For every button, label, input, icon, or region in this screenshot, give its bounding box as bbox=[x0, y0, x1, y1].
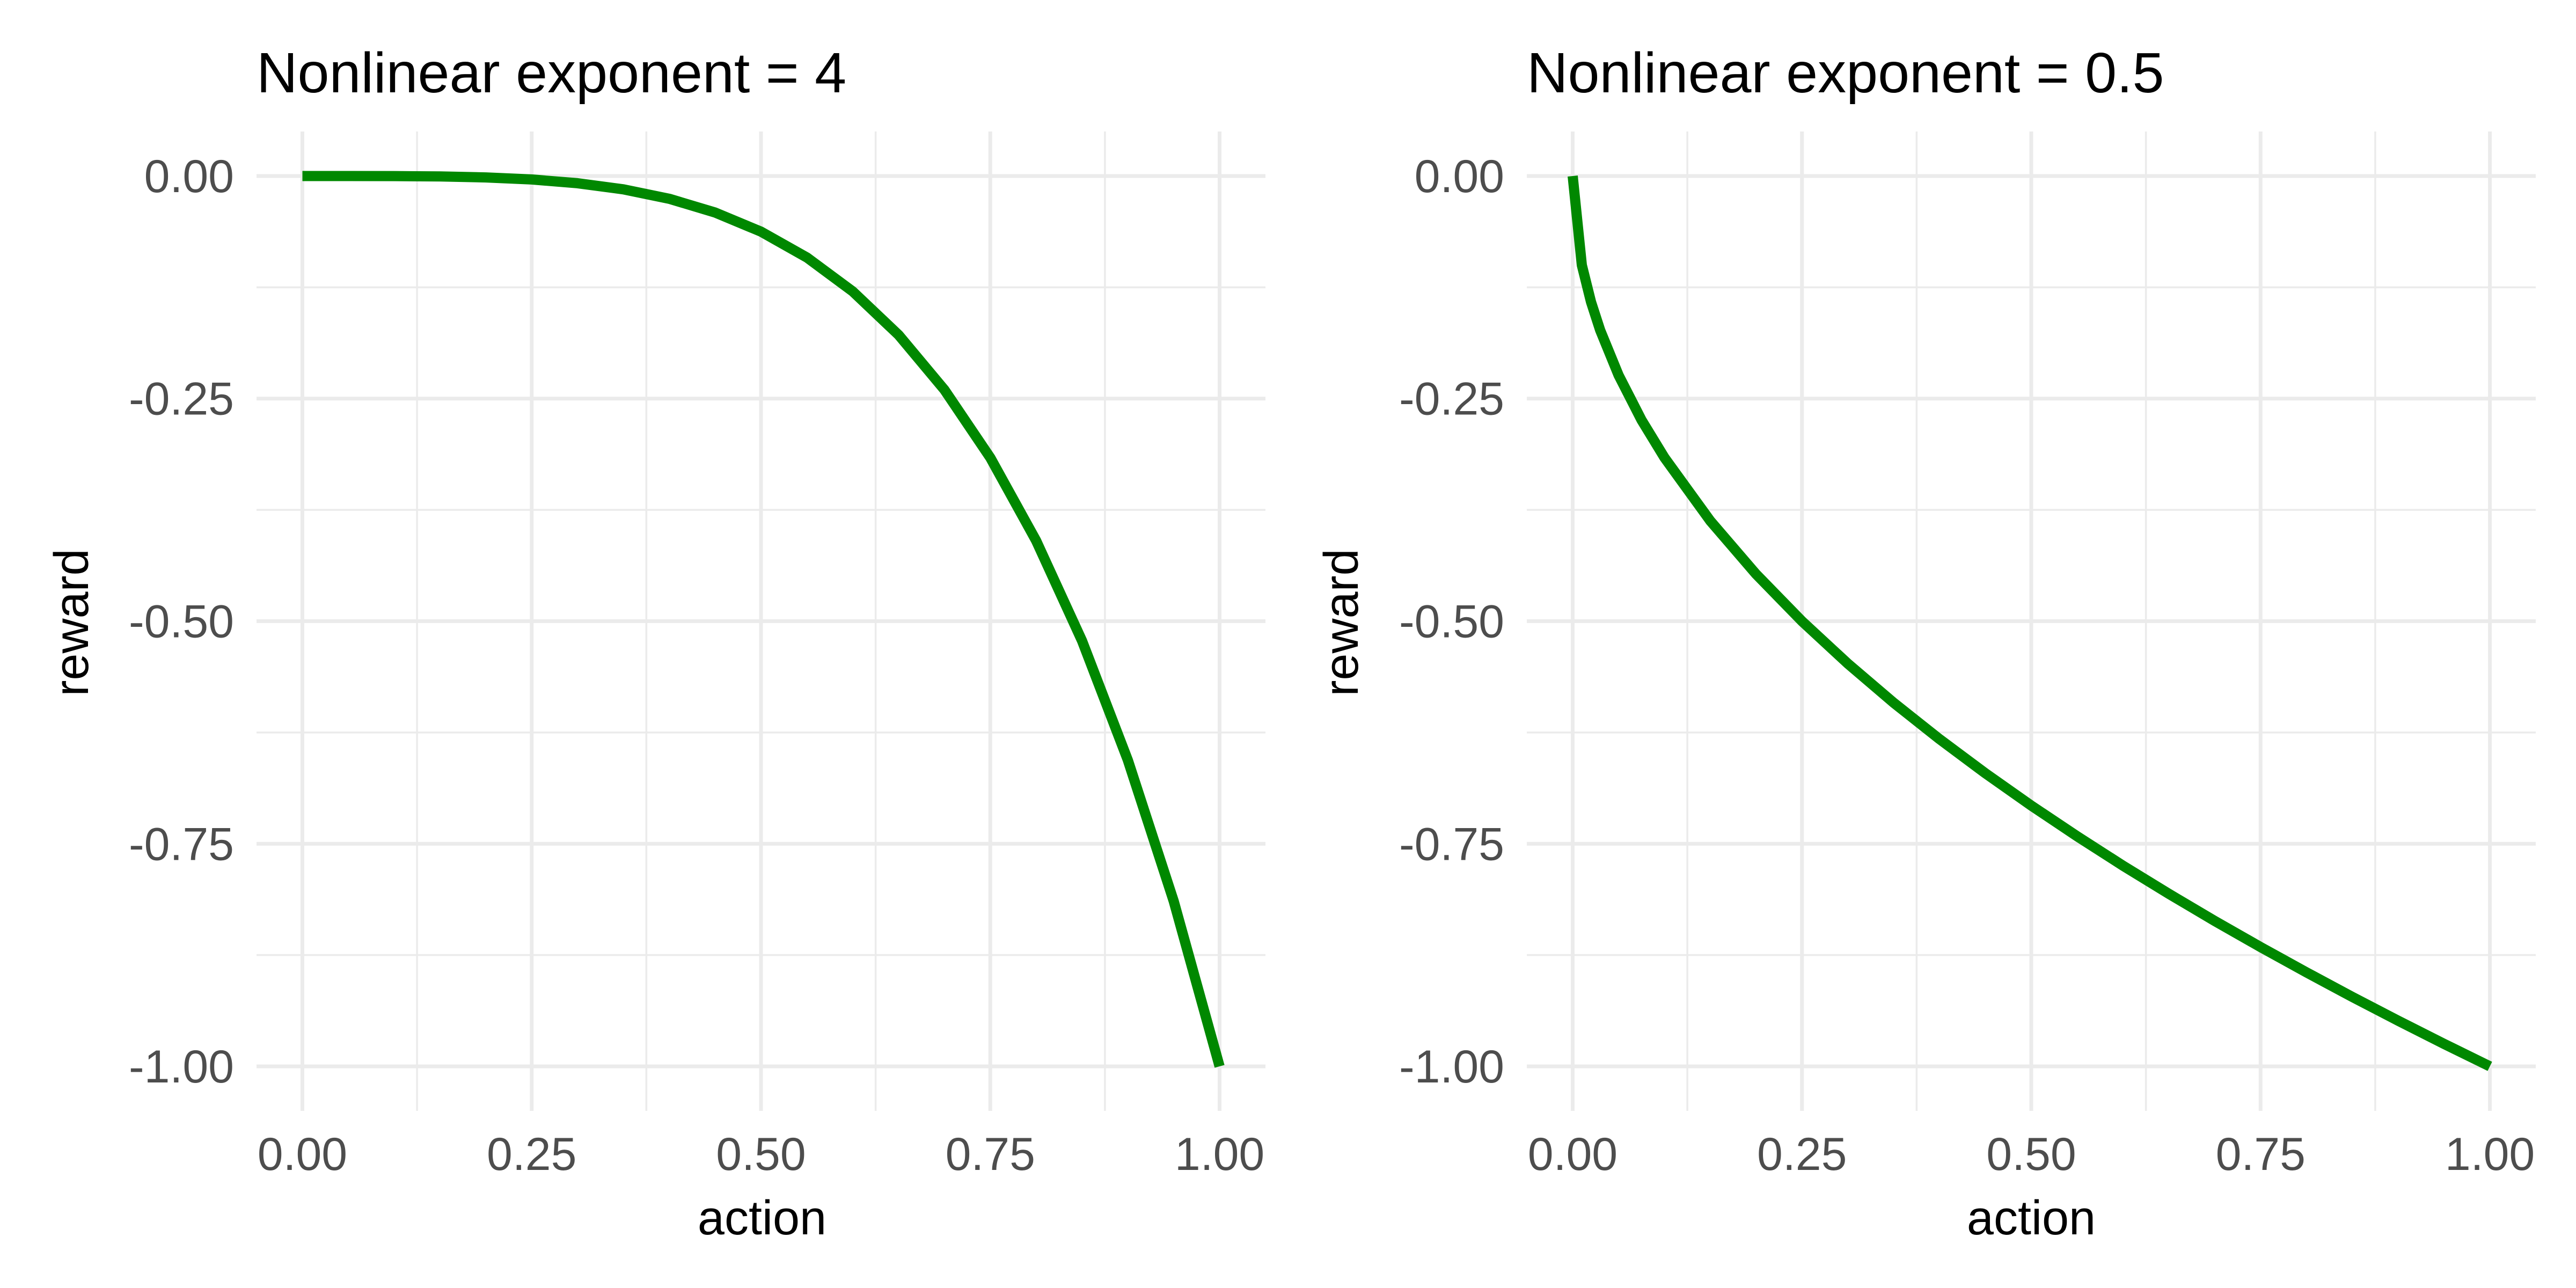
x-axis-title: action bbox=[698, 1191, 826, 1245]
y-tick-label: -0.75 bbox=[1399, 818, 1504, 870]
y-tick-label: -0.25 bbox=[1399, 374, 1504, 425]
series-line bbox=[302, 171, 1225, 1068]
x-tick-label: 1.00 bbox=[1175, 1129, 1264, 1180]
y-tick-labels: 0.00 -0.25 -0.50 -0.75 -1.00 bbox=[129, 151, 234, 1093]
series-line bbox=[1568, 175, 2492, 1071]
series-group bbox=[302, 171, 1225, 1068]
x-tick-label: 0.75 bbox=[2216, 1129, 2306, 1180]
series-group bbox=[1568, 175, 2492, 1071]
panel-exponent-0-5: Nonlinear exponent = 0.5 0.00 0.25 0.50 0.7… bbox=[1315, 41, 2536, 1245]
chart-title: Nonlinear exponent = 0.5 bbox=[1527, 41, 2164, 105]
x-tick-label: 0.00 bbox=[258, 1129, 347, 1180]
x-tick-label: 1.00 bbox=[2445, 1129, 2535, 1180]
y-tick-label: -0.75 bbox=[129, 818, 234, 870]
x-tick-labels: 0.00 0.25 0.50 0.75 1.00 bbox=[258, 1129, 1264, 1180]
panel-exponent-4: Nonlinear exponent = 4 0.00 0.25 0.50 0.75 1… bbox=[45, 41, 1265, 1245]
y-tick-label: -1.00 bbox=[1399, 1041, 1504, 1093]
y-axis-title: reward bbox=[1315, 548, 1368, 696]
x-tick-label: 0.50 bbox=[1986, 1129, 2076, 1180]
gridlines bbox=[1527, 131, 2536, 1111]
x-tick-label: 0.75 bbox=[946, 1129, 1035, 1180]
y-tick-label: 0.00 bbox=[144, 151, 234, 202]
y-tick-label: -0.50 bbox=[129, 596, 234, 648]
x-tick-label: 0.25 bbox=[1757, 1129, 1847, 1180]
y-tick-label: -0.50 bbox=[1399, 596, 1504, 648]
x-axis-title: action bbox=[1967, 1191, 2096, 1245]
x-tick-label: 0.50 bbox=[716, 1129, 806, 1180]
y-tick-label: -1.00 bbox=[129, 1041, 234, 1093]
y-tick-labels: 0.00 -0.25 -0.50 -0.75 -1.00 bbox=[1399, 151, 1504, 1093]
x-tick-label: 0.25 bbox=[487, 1129, 576, 1180]
x-tick-labels: 0.00 0.25 0.50 0.75 1.00 bbox=[1528, 1129, 2535, 1180]
chart-title: Nonlinear exponent = 4 bbox=[257, 41, 846, 105]
gridlines bbox=[257, 131, 1265, 1111]
y-tick-label: -0.25 bbox=[129, 374, 234, 425]
y-axis-title: reward bbox=[45, 548, 99, 696]
y-tick-label: 0.00 bbox=[1415, 151, 1504, 202]
x-tick-label: 0.00 bbox=[1528, 1129, 1618, 1180]
